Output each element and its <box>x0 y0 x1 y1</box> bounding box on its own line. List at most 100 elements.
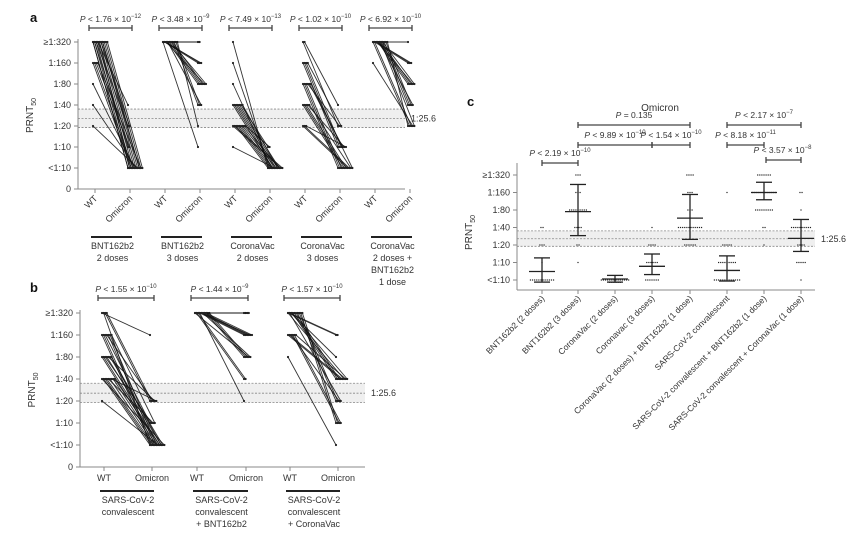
data-point <box>692 226 694 229</box>
data-point <box>809 226 812 229</box>
pair-line <box>199 312 245 402</box>
wt-point <box>375 40 378 44</box>
data-point <box>793 226 795 229</box>
wt-point <box>100 399 104 403</box>
data-point <box>799 226 801 229</box>
pair-group: WT Omicron SARS-CoV-2 convalescent + CoronaV… <box>281 284 355 529</box>
group-label: CoronaVac <box>370 241 415 251</box>
pair-line <box>100 41 131 127</box>
omicron-point <box>148 399 152 403</box>
pair-line <box>287 312 345 380</box>
data-point <box>800 279 802 281</box>
y-tick-label: 1:160 <box>50 330 73 340</box>
panel-c-letter: c <box>467 94 474 109</box>
category-group: SARS-CoV-2 convalescent <box>653 191 741 372</box>
pair-line <box>111 378 157 402</box>
y-tick-label: 1:80 <box>55 352 73 362</box>
pair-line <box>295 334 346 380</box>
data-point <box>722 279 724 281</box>
omicron-point <box>150 399 153 403</box>
omicron-point <box>163 443 166 447</box>
omicron-point <box>200 103 203 107</box>
pair-group: WT Omicron BNT162b2 3 doses P < 3.48 × 10−9 <box>152 14 211 263</box>
wt-point <box>108 355 112 359</box>
data-point <box>728 279 730 281</box>
pair-line <box>209 312 248 358</box>
wt-point <box>91 40 95 44</box>
wt-point <box>305 61 308 65</box>
wt-point <box>296 311 299 315</box>
omicron-point <box>268 145 271 149</box>
data-point <box>765 174 767 176</box>
pair-line <box>301 312 339 424</box>
y-tick-label: 1:20 <box>492 240 510 250</box>
wt-point <box>104 355 107 359</box>
wt-point <box>301 124 305 128</box>
data-point <box>687 191 689 194</box>
omicron-point <box>247 311 250 315</box>
wt-point <box>107 355 110 359</box>
wt-point <box>306 82 309 86</box>
omicron-point <box>196 145 200 149</box>
wt-point <box>102 377 105 381</box>
pair-line <box>106 312 153 402</box>
wt-point <box>105 377 108 381</box>
wt-point <box>243 124 246 128</box>
pair-group: WT Omicron SARS-CoV-2 convalescent P < 1.55 … <box>95 284 169 517</box>
data-point <box>684 226 686 229</box>
x-tick-label: SARS-CoV-2 convalescent + CoronaVac (1 d… <box>666 293 805 432</box>
pair-group: WT Omicron BNT162b2 2 doses P < 1.76 × 10−12 <box>80 14 144 263</box>
y-tick-label: 1:10 <box>55 418 73 428</box>
wt-point <box>91 103 95 107</box>
data-point <box>539 244 541 246</box>
pair-line <box>242 125 277 169</box>
omicron-point <box>408 82 411 86</box>
omicron-point <box>281 166 284 170</box>
data-point <box>579 209 581 211</box>
omicron-point <box>150 443 153 447</box>
pair-line <box>97 41 129 106</box>
x-tick-label-omicron: Omicron <box>173 193 204 224</box>
data-point <box>621 279 623 281</box>
omicron-point <box>152 443 155 447</box>
data-point <box>804 261 806 264</box>
data-point <box>686 226 688 229</box>
wt-point <box>106 40 109 44</box>
y-axis-title-sub: 50 <box>31 98 38 106</box>
comparison-bracket-group: P < 1.54 × 10−10 <box>640 130 702 148</box>
data-point <box>651 279 653 281</box>
data-point <box>759 209 761 211</box>
data-point <box>720 279 722 281</box>
group-label: + CoronaVac <box>288 519 341 529</box>
omicron-point <box>349 166 352 170</box>
omicron-point <box>334 377 338 381</box>
omicron-point <box>340 166 343 170</box>
pair-line <box>109 378 156 446</box>
wt-point <box>306 61 309 65</box>
omicron-point <box>126 145 130 149</box>
data-point <box>579 174 581 176</box>
data-point <box>736 279 739 281</box>
y-tick-label: 0 <box>66 184 71 194</box>
wt-point <box>99 40 103 44</box>
p-value-label: P < 1.44 × 10−9 <box>191 284 250 294</box>
data-point <box>578 244 580 246</box>
omicron-point <box>203 82 206 86</box>
omicron-point <box>408 124 411 128</box>
p-value-text: < 1.55 × 10 <box>101 284 147 294</box>
pair-line <box>239 104 280 169</box>
omicron-point <box>340 124 343 128</box>
wt-point <box>100 355 104 359</box>
data-point <box>800 261 802 264</box>
data-point <box>757 209 759 211</box>
group-label: + BNT162b2 <box>196 519 247 529</box>
pair-group: WT Omicron CoronaVac 2 doses P < 7.49 × 10−1… <box>220 14 284 263</box>
p-symbol: P <box>281 284 287 294</box>
x-tick-label-wt: WT <box>97 473 111 483</box>
threshold-label: 1:25.6 <box>371 388 396 398</box>
p-symbol: P <box>584 130 590 140</box>
omicron-point <box>334 355 338 359</box>
threshold-label: 1:25.6 <box>821 234 846 244</box>
pair-group: WT Omicron SARS-CoV-2 convalescent + BNT162b… <box>190 284 263 529</box>
wt-point <box>288 333 291 337</box>
